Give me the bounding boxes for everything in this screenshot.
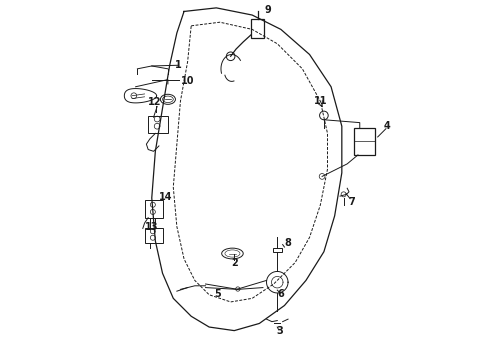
Bar <box>148 116 168 134</box>
Bar <box>251 19 264 39</box>
Text: 9: 9 <box>265 5 271 15</box>
Text: 1: 1 <box>175 59 182 69</box>
Text: 4: 4 <box>383 121 390 131</box>
Text: 5: 5 <box>215 289 221 299</box>
Bar <box>145 201 163 218</box>
Text: 11: 11 <box>314 96 327 106</box>
Text: 10: 10 <box>181 76 195 86</box>
Text: 7: 7 <box>348 197 355 207</box>
Text: 6: 6 <box>277 289 284 299</box>
Text: 14: 14 <box>159 192 173 202</box>
Text: 8: 8 <box>284 238 291 248</box>
Text: 3: 3 <box>276 326 283 336</box>
Bar <box>354 128 375 155</box>
Text: 2: 2 <box>231 258 238 268</box>
Text: 12: 12 <box>147 97 161 107</box>
Bar <box>273 248 282 252</box>
Bar <box>145 228 163 243</box>
Text: 13: 13 <box>145 222 158 232</box>
